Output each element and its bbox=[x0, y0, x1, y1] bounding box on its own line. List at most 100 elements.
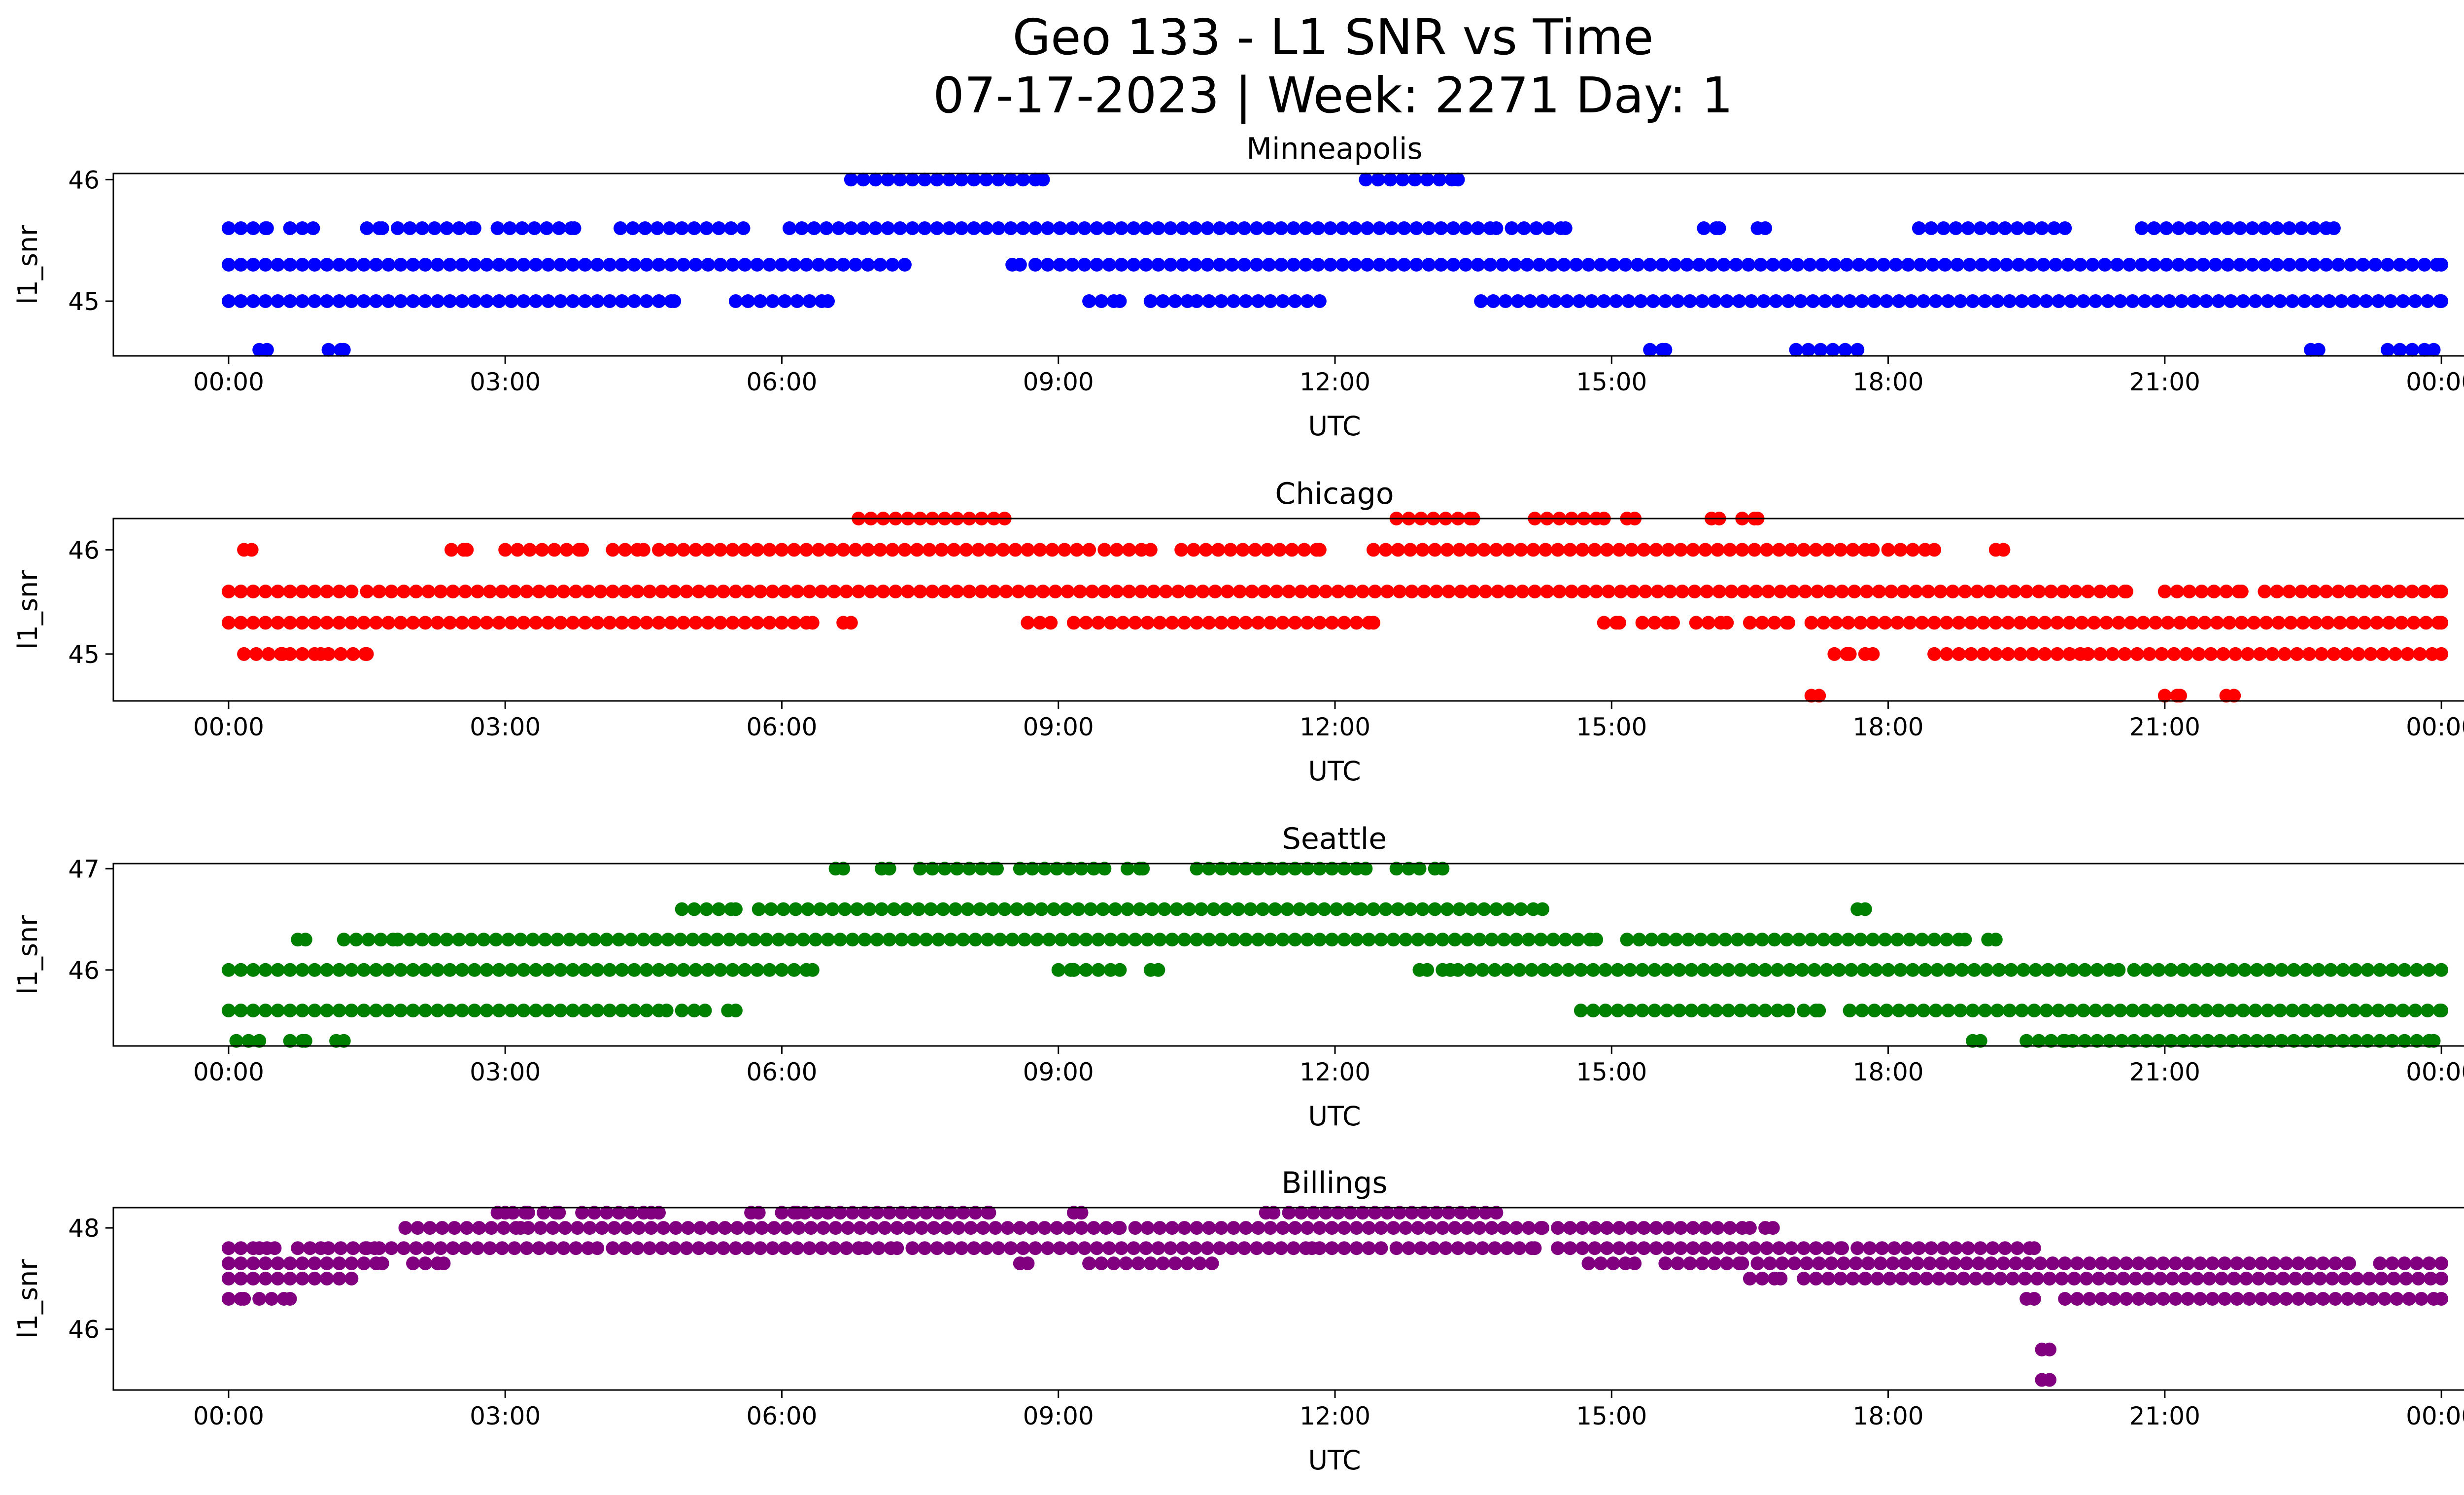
data-point bbox=[1423, 1221, 1437, 1235]
data-point bbox=[2113, 294, 2127, 308]
data-point bbox=[2377, 1292, 2392, 1306]
data-point bbox=[1973, 1034, 1987, 1048]
data-point bbox=[1485, 1221, 1499, 1235]
data-point bbox=[999, 585, 1013, 598]
data-point bbox=[369, 616, 383, 630]
data-point bbox=[1511, 294, 1525, 308]
data-point bbox=[1649, 1241, 1663, 1255]
data-point bbox=[1190, 616, 1204, 630]
data-point bbox=[1709, 1004, 1723, 1018]
data-point bbox=[372, 1241, 386, 1255]
data-point bbox=[1251, 933, 1266, 947]
data-point bbox=[578, 1004, 592, 1018]
data-point bbox=[1866, 933, 1880, 947]
data-point bbox=[1735, 543, 1749, 557]
data-point bbox=[320, 1271, 334, 1286]
data-point bbox=[1248, 543, 1262, 557]
data-point bbox=[1830, 294, 1845, 308]
data-point bbox=[1434, 221, 1448, 235]
data-point bbox=[1113, 1221, 1127, 1235]
data-point bbox=[2410, 963, 2424, 977]
data-point bbox=[2152, 963, 2166, 977]
data-point bbox=[1050, 862, 1064, 876]
data-point bbox=[1734, 1004, 1748, 1018]
data-point bbox=[730, 1221, 744, 1235]
data-point bbox=[1964, 647, 1978, 661]
data-point bbox=[1337, 1241, 1351, 1255]
data-point bbox=[982, 1206, 996, 1220]
data-point bbox=[1323, 258, 1337, 272]
data-point bbox=[1612, 1241, 1626, 1255]
data-point bbox=[1964, 616, 1978, 630]
data-point bbox=[1985, 1241, 2000, 1255]
data-point bbox=[2327, 221, 2341, 235]
data-point bbox=[1867, 294, 1882, 308]
data-point bbox=[2384, 294, 2398, 308]
data-point bbox=[1335, 258, 1350, 272]
data-point bbox=[244, 543, 259, 557]
data-point bbox=[1114, 221, 1129, 235]
data-point bbox=[2142, 647, 2156, 661]
data-point bbox=[1771, 1004, 1785, 1018]
data-point bbox=[258, 616, 273, 630]
data-point bbox=[406, 258, 420, 272]
data-point bbox=[1853, 933, 1868, 947]
data-point bbox=[1428, 543, 1442, 557]
data-point bbox=[1712, 221, 1726, 235]
data-point bbox=[1999, 258, 2014, 272]
data-point bbox=[1486, 294, 1501, 308]
scatter-points bbox=[221, 862, 2449, 1048]
data-point bbox=[1672, 1004, 1686, 1018]
data-point bbox=[1465, 543, 1479, 557]
data-point bbox=[1833, 543, 1848, 557]
data-point bbox=[1053, 221, 1067, 235]
data-point bbox=[2307, 585, 2321, 598]
data-point bbox=[467, 963, 481, 977]
data-point bbox=[1943, 963, 1957, 977]
data-point bbox=[1119, 1256, 1133, 1271]
data-point bbox=[1474, 294, 1488, 308]
data-point bbox=[418, 963, 432, 977]
data-point bbox=[2015, 294, 2029, 308]
data-point bbox=[1140, 616, 1155, 630]
data-point bbox=[2171, 258, 2186, 272]
data-point bbox=[1962, 258, 1977, 272]
data-point bbox=[815, 585, 829, 598]
data-point bbox=[2067, 1271, 2081, 1286]
data-point bbox=[479, 294, 494, 308]
data-point bbox=[1082, 294, 1096, 308]
data-point bbox=[2434, 963, 2449, 977]
data-point bbox=[718, 1221, 732, 1235]
data-point bbox=[1165, 1221, 1179, 1235]
data-point bbox=[308, 585, 322, 598]
data-point bbox=[801, 902, 815, 916]
data-point bbox=[1227, 294, 1241, 308]
data-point bbox=[1174, 543, 1189, 557]
data-point bbox=[1360, 258, 1374, 272]
data-point bbox=[360, 585, 374, 598]
data-point bbox=[1131, 1256, 1145, 1271]
data-point bbox=[2212, 1004, 2225, 1018]
data-point bbox=[1789, 343, 1803, 357]
data-point bbox=[2374, 1271, 2389, 1286]
data-point bbox=[578, 616, 592, 630]
data-point bbox=[1499, 294, 1513, 308]
data-point bbox=[669, 1221, 683, 1235]
data-point bbox=[541, 963, 555, 977]
data-point bbox=[1250, 1241, 1264, 1255]
data-point bbox=[1853, 616, 1868, 630]
data-point bbox=[1429, 585, 1443, 598]
data-point bbox=[1933, 585, 1948, 598]
data-point bbox=[1797, 543, 1811, 557]
data-point bbox=[1227, 862, 1241, 876]
data-point bbox=[1907, 1271, 1921, 1286]
data-point bbox=[1647, 1004, 1662, 1018]
data-point bbox=[2224, 1004, 2238, 1018]
data-point bbox=[1280, 902, 1295, 916]
data-point bbox=[1021, 1256, 1035, 1271]
data-point bbox=[918, 221, 932, 235]
data-point bbox=[2376, 647, 2390, 661]
data-point bbox=[369, 963, 383, 977]
data-point bbox=[2238, 1034, 2252, 1048]
data-point bbox=[2079, 1271, 2093, 1286]
